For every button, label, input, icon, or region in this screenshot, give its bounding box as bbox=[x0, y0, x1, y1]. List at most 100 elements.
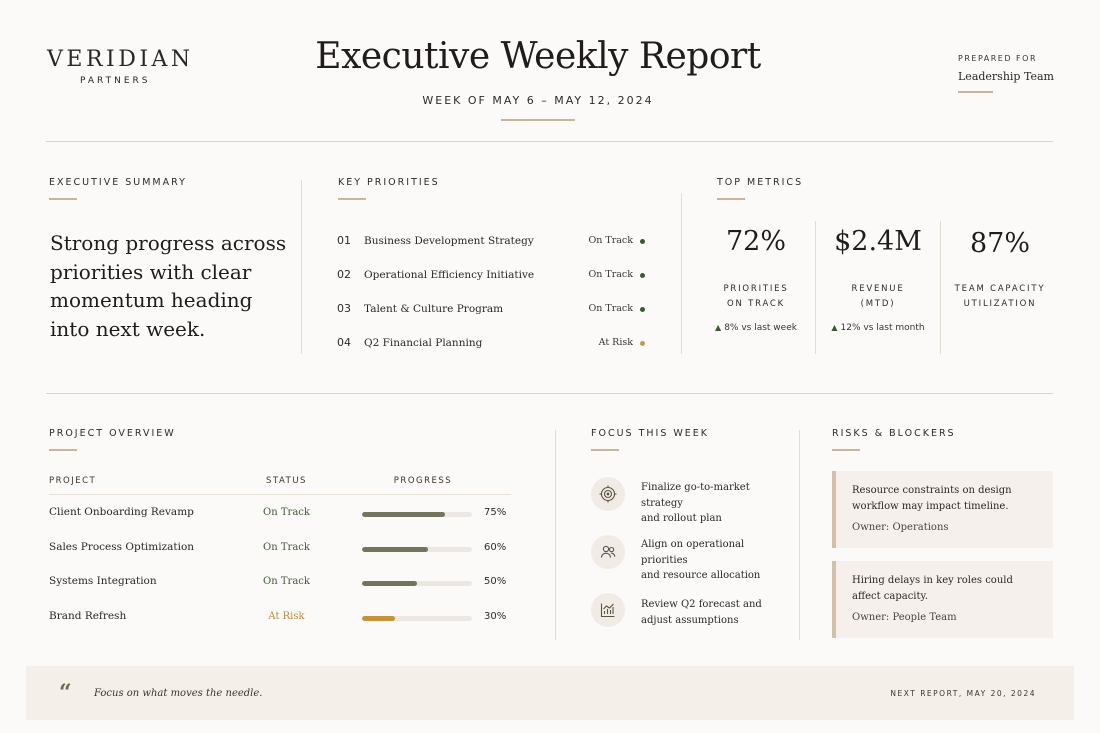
priority-number: 02 bbox=[337, 268, 351, 281]
priority-number: 03 bbox=[337, 302, 351, 315]
project-name: Brand Refresh bbox=[49, 610, 127, 622]
metric-revenue: $2.4M REVENUE (MTD) ▲ 12% vs last month bbox=[818, 222, 938, 333]
prepared-underline bbox=[958, 91, 993, 93]
progress-fill bbox=[362, 512, 445, 517]
focus-item bbox=[591, 535, 625, 569]
status-dot bbox=[640, 239, 645, 244]
metric-label: PRIORITIES ON TRACK bbox=[723, 284, 789, 309]
priorities-heading: KEY PRIORITIES bbox=[338, 177, 440, 188]
metric-divider bbox=[940, 221, 941, 354]
priority-name: Business Development Strategy bbox=[364, 235, 534, 247]
progress-percent: 60% bbox=[484, 542, 507, 553]
column-divider bbox=[301, 180, 302, 354]
col-progress: PROGRESS bbox=[393, 476, 453, 486]
footer-quote: Focus on what moves the needle. bbox=[94, 688, 263, 699]
risk-card: Resource constraints on design workflow m… bbox=[832, 471, 1053, 548]
risk-text: Hiring delays in key roles could affect c… bbox=[852, 575, 1013, 602]
priority-name: Talent & Culture Program bbox=[364, 303, 504, 315]
risk-text: Resource constraints on design workflow m… bbox=[852, 485, 1012, 512]
column-divider bbox=[555, 430, 556, 640]
priority-row: 02 Operational Efficiency Initiative On … bbox=[337, 268, 647, 288]
projects-accent bbox=[49, 449, 77, 451]
focus-item bbox=[591, 477, 625, 511]
header-divider bbox=[46, 141, 1053, 142]
col-project: PROJECT bbox=[49, 476, 97, 486]
metrics-heading: TOP METRICS bbox=[717, 177, 804, 188]
priority-number: 01 bbox=[337, 234, 351, 247]
metric-delta: ▲ 12% vs last month bbox=[831, 323, 925, 333]
status-dot bbox=[640, 307, 645, 312]
metric-value: $2.4M bbox=[834, 226, 922, 257]
priority-status: At Risk bbox=[598, 337, 633, 348]
up-triangle-icon: ▲ bbox=[715, 323, 722, 332]
prepared-for-value: Leadership Team bbox=[958, 70, 1054, 83]
projects-heading: PROJECT OVERVIEW bbox=[49, 428, 176, 439]
progress-bar bbox=[362, 581, 472, 586]
priority-name: Q2 Financial Planning bbox=[364, 337, 483, 349]
table-header-rule bbox=[49, 494, 511, 495]
progress-bar bbox=[362, 512, 472, 517]
people-icon bbox=[591, 535, 625, 569]
metric-value: 72% bbox=[725, 226, 786, 257]
project-status: On Track bbox=[263, 576, 310, 587]
table-row: Brand Refresh At Risk 30% bbox=[49, 610, 511, 630]
brand-sub: PARTNERS bbox=[80, 76, 151, 86]
up-triangle-icon: ▲ bbox=[831, 323, 838, 332]
metric-delta: ▲ 8% vs last week bbox=[715, 323, 797, 333]
priority-status: On Track bbox=[588, 303, 633, 314]
status-dot bbox=[640, 273, 645, 278]
risk-card: Hiring delays in key roles could affect c… bbox=[832, 561, 1053, 638]
project-name: Systems Integration bbox=[49, 575, 157, 587]
footer-bar: “ Focus on what moves the needle. NEXT R… bbox=[26, 666, 1074, 720]
metric-priorities: 72% PRIORITIES ON TRACK ▲ 8% vs last week bbox=[696, 222, 816, 333]
risk-owner: Owner: People Team bbox=[852, 612, 957, 623]
week-range: WEEK OF MAY 6 – MAY 12, 2024 bbox=[422, 94, 654, 107]
section-divider bbox=[46, 393, 1053, 394]
priority-number: 04 bbox=[337, 336, 351, 349]
risk-owner: Owner: Operations bbox=[852, 522, 949, 533]
risks-accent bbox=[832, 449, 860, 451]
focus-heading: FOCUS THIS WEEK bbox=[591, 428, 710, 439]
summary-heading: EXECUTIVE SUMMARY bbox=[49, 177, 187, 188]
metrics-accent bbox=[717, 198, 745, 200]
metric-value: 87% bbox=[969, 228, 1030, 259]
metric-label: TEAM CAPACITY UTILIZATION bbox=[954, 284, 1046, 309]
focus-item bbox=[591, 593, 625, 627]
priority-row: 04 Q2 Financial Planning At Risk bbox=[337, 336, 647, 356]
col-status: STATUS bbox=[266, 476, 307, 486]
project-status: On Track bbox=[263, 507, 310, 518]
next-report-date: NEXT REPORT, MAY 20, 2024 bbox=[890, 689, 1036, 698]
progress-bar bbox=[362, 547, 472, 552]
priority-row: 01 Business Development Strategy On Trac… bbox=[337, 234, 647, 254]
priority-status: On Track bbox=[588, 235, 633, 246]
progress-fill bbox=[362, 616, 395, 621]
progress-fill bbox=[362, 581, 417, 586]
focus-text: Review Q2 forecast and adjust assumptions bbox=[641, 599, 762, 626]
project-name: Client Onboarding Revamp bbox=[49, 506, 194, 518]
prepared-for-label: PREPARED FOR bbox=[958, 54, 1037, 63]
target-icon bbox=[591, 477, 625, 511]
quote-icon: “ bbox=[59, 680, 72, 706]
metric-divider bbox=[815, 221, 816, 354]
focus-text: Finalize go-to-market strategy and rollou… bbox=[641, 482, 750, 524]
table-row: Systems Integration On Track 50% bbox=[49, 575, 511, 595]
column-divider bbox=[799, 430, 800, 640]
priority-status: On Track bbox=[588, 269, 633, 280]
progress-percent: 50% bbox=[484, 576, 507, 587]
table-row: Sales Process Optimization On Track 60% bbox=[49, 541, 511, 561]
progress-fill bbox=[362, 547, 428, 552]
column-divider bbox=[681, 194, 682, 354]
project-status: At Risk bbox=[268, 611, 305, 622]
progress-percent: 30% bbox=[484, 611, 507, 622]
priority-name: Operational Efficiency Initiative bbox=[364, 269, 535, 281]
title-underline bbox=[501, 119, 575, 121]
summary-accent bbox=[49, 198, 77, 200]
priorities-accent bbox=[338, 198, 366, 200]
project-name: Sales Process Optimization bbox=[49, 541, 195, 553]
risks-heading: RISKS & BLOCKERS bbox=[832, 428, 956, 439]
chart-icon bbox=[591, 593, 625, 627]
status-dot bbox=[640, 341, 645, 346]
brand-name: VERIDIAN bbox=[47, 47, 194, 72]
focus-text: Align on operational priorities and resou… bbox=[641, 539, 761, 581]
focus-accent bbox=[591, 449, 619, 451]
